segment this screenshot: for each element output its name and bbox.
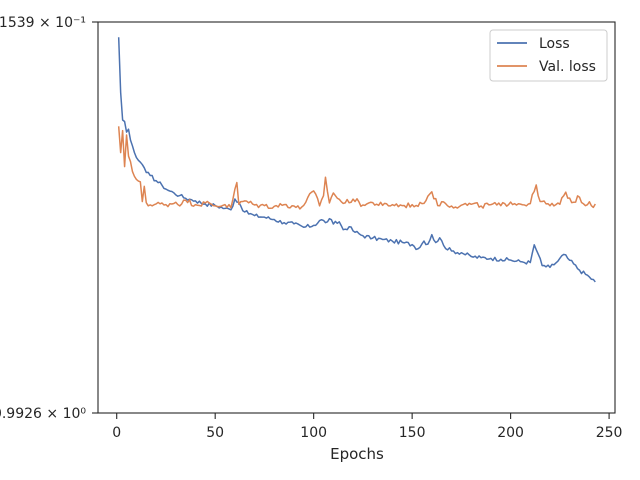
x-axis-label: Epochs <box>330 445 384 463</box>
plot-frame <box>97 21 616 414</box>
x-tick-label: 250 <box>596 425 623 441</box>
x-tick-label: 100 <box>300 425 327 441</box>
series-line-loss <box>117 37 596 283</box>
x-tick-label: 150 <box>399 425 426 441</box>
x-tick-label: 50 <box>206 425 224 441</box>
x-axis-ticks: 0 50 100 150 200 250 <box>112 413 622 441</box>
plot-background <box>98 22 615 413</box>
x-tick-label: 200 <box>497 425 524 441</box>
series-layer <box>117 37 596 283</box>
legend-label: Loss <box>539 36 570 52</box>
x-tick-label: 0 <box>112 425 121 441</box>
series-line-val-loss <box>117 126 596 210</box>
legend: Loss Val. loss <box>489 29 608 82</box>
y-tick-label: 0.9926 × 10⁰ <box>0 406 86 422</box>
legend-label: Val. loss <box>539 59 596 75</box>
